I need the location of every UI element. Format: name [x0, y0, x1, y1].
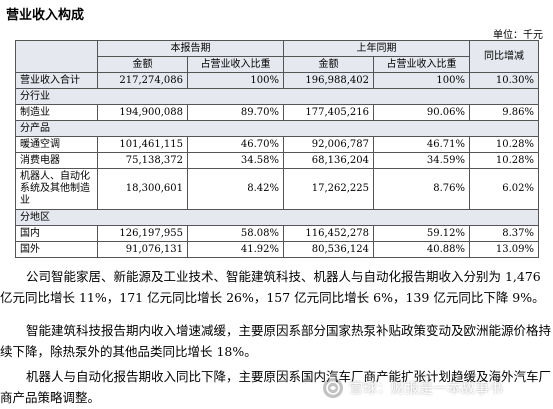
- row-label: 国内: [15, 225, 98, 242]
- cell-current-pct: 8.42%: [187, 168, 284, 210]
- cell-prior-amount: 92,006,787: [283, 136, 374, 153]
- table-row: 国内 126,197,955 58.08% 116,452,278 59.12%…: [15, 225, 539, 242]
- cell-prior-amount: 196,988,402: [283, 72, 374, 89]
- cell-current-amount: 101,461,115: [97, 136, 188, 153]
- table-row: 暖通空调 101,461,115 46.70% 92,006,787 46.71…: [15, 136, 539, 153]
- cell-current-pct: 89.70%: [187, 104, 284, 121]
- subheader-amount: 金额: [97, 56, 188, 73]
- cell-prior-pct: 40.88%: [373, 241, 470, 258]
- table-row: 制造业 194,900,088 89.70% 177,405,216 90.06…: [15, 104, 539, 121]
- cell-yoy: 13.09%: [469, 241, 539, 258]
- cell-prior-amount: 80,536,124: [283, 241, 374, 258]
- cell-current-pct: 41.92%: [187, 241, 284, 258]
- row-label: 国外: [15, 241, 98, 258]
- row-label: 机器人、自动化系统及其他制造业: [15, 168, 98, 210]
- cell-current-pct: 34.58%: [187, 152, 284, 169]
- cell-yoy: 10.28%: [469, 136, 539, 153]
- header-blank: [15, 40, 98, 73]
- subheader-amount: 金额: [283, 56, 374, 73]
- table-row: 消费电器 75,138,372 34.58% 68,136,204 34.59%…: [15, 152, 539, 169]
- section-row-industry: 分行业: [15, 88, 539, 105]
- xueqiu-watermark: 雪球：财报是一本故事书: [323, 373, 543, 403]
- cell-current-amount: 126,197,955: [97, 225, 188, 242]
- section-label: 分地区: [15, 209, 539, 226]
- section-row-region: 分地区: [15, 209, 539, 226]
- subheader-pct: 占营业收入比重: [187, 56, 284, 73]
- cell-prior-pct: 8.76%: [373, 168, 470, 210]
- header-yoy: 同比增减: [469, 40, 539, 73]
- cell-yoy: 9.86%: [469, 104, 539, 121]
- cell-yoy: 10.28%: [469, 152, 539, 169]
- cell-prior-pct: 90.06%: [373, 104, 470, 121]
- cell-prior-pct: 46.71%: [373, 136, 470, 153]
- unit-label: 单位：千元: [493, 30, 543, 41]
- cell-current-pct: 58.08%: [187, 225, 284, 242]
- cell-current-amount: 194,900,088: [97, 104, 188, 121]
- table-row: 机器人、自动化系统及其他制造业 18,300,601 8.42% 17,262,…: [15, 168, 539, 210]
- cell-current-amount: 217,274,086: [97, 72, 188, 89]
- cell-prior-amount: 177,405,216: [283, 104, 374, 121]
- section-label: 分产品: [15, 120, 539, 137]
- table-row-total: 营业收入合计 217,274,086 100% 196,988,402 100%…: [15, 72, 539, 89]
- cell-current-amount: 18,300,601: [97, 168, 188, 210]
- cell-current-pct: 100%: [187, 72, 284, 89]
- section-label: 分行业: [15, 88, 539, 105]
- table-row: 国外 91,076,131 41.92% 80,536,124 40.88% 1…: [15, 241, 539, 258]
- header-current-period: 本报告期: [97, 40, 284, 57]
- revenue-composition-table: 本报告期 上年同期 同比增减 金额 占营业收入比重 金额 占营业收入比重 营业收…: [15, 40, 539, 258]
- row-label: 暖通空调: [15, 136, 98, 153]
- row-label: 消费电器: [15, 152, 98, 169]
- cell-prior-pct: 59.12%: [373, 225, 470, 242]
- row-label: 制造业: [15, 104, 98, 121]
- cell-prior-amount: 17,262,225: [283, 168, 374, 210]
- snowball-logo-icon: [323, 378, 343, 398]
- paragraph-robotics: 机器人与自动化报告期收入同比下降，主要原因系国内汽车厂商产能扩张计划趋缓及海外汽…: [0, 369, 552, 405]
- cell-current-amount: 91,076,131: [97, 241, 188, 258]
- table-header-row: 本报告期 上年同期 同比增减: [15, 40, 539, 73]
- cell-current-amount: 75,138,372: [97, 152, 188, 169]
- cell-prior-pct: 100%: [373, 72, 470, 89]
- watermark-text: 雪球：财报是一本故事书: [349, 381, 503, 397]
- cell-prior-amount: 68,136,204: [283, 152, 374, 169]
- cell-yoy: 6.02%: [469, 168, 539, 210]
- row-label: 营业收入合计: [15, 72, 98, 89]
- section-title: 营业收入构成: [6, 8, 85, 23]
- paragraph-segment-revenue: 公司智能家居、新能源及工业技术、智能建筑科技、机器人与自动化报告期收入分别为 1…: [0, 269, 545, 305]
- paragraph-building-tech: 智能建筑科技报告期内收入增速减缓，主要原因系部分国家热泵补贴政策变动及欧洲能源价…: [0, 323, 552, 359]
- section-row-product: 分产品: [15, 120, 539, 137]
- cell-yoy: 10.30%: [469, 72, 539, 89]
- cell-current-pct: 46.70%: [187, 136, 284, 153]
- cell-yoy: 8.37%: [469, 225, 539, 242]
- cell-prior-amount: 116,452,278: [283, 225, 374, 242]
- header-prior-period: 上年同期: [283, 40, 470, 57]
- cell-prior-pct: 34.59%: [373, 152, 470, 169]
- subheader-pct: 占营业收入比重: [373, 56, 470, 73]
